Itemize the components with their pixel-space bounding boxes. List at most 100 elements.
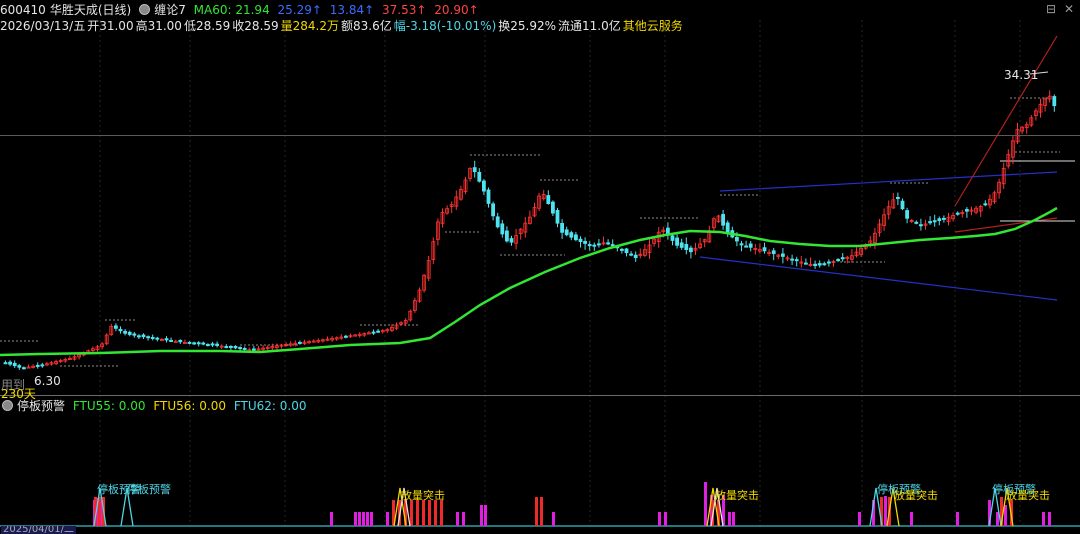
candle-body xyxy=(537,195,541,209)
high-price-label: 34.31 xyxy=(1004,68,1039,82)
candle-body xyxy=(937,218,942,221)
candle-body xyxy=(509,238,514,243)
candle-body xyxy=(882,214,886,226)
candle-body xyxy=(560,222,564,233)
signal-bar xyxy=(366,512,369,526)
red-base-line xyxy=(954,217,1058,233)
candle-body xyxy=(445,208,450,214)
candle-body xyxy=(771,250,776,255)
candle-body xyxy=(371,331,376,334)
indicator-name[interactable]: 缠论7 xyxy=(154,3,186,17)
candle-body xyxy=(376,330,381,333)
candle-body xyxy=(49,362,54,365)
indicator-gear-icon[interactable] xyxy=(139,4,151,15)
candle-body xyxy=(178,339,183,343)
candle-body xyxy=(242,347,247,350)
ma-red-value-2: 20.90↑ xyxy=(434,3,479,17)
stock-name[interactable]: 华胜天成(日线) xyxy=(49,3,132,17)
candle-body xyxy=(141,334,146,338)
signal-peak xyxy=(869,487,883,527)
candle-body xyxy=(597,243,601,246)
candle-body xyxy=(951,214,955,220)
ma60-line xyxy=(0,206,1058,357)
signal-bar-red xyxy=(410,500,413,526)
days-label: 230天 xyxy=(1,387,36,401)
price-divider xyxy=(0,135,1080,136)
candle-body xyxy=(472,167,477,173)
signal-bar-red xyxy=(94,497,97,526)
axis-first-date: 2025/04/01/二 xyxy=(1,526,77,534)
candle-body xyxy=(831,260,836,263)
candle-body xyxy=(357,333,362,336)
signal-bar-red xyxy=(416,500,419,526)
signal-bar-red xyxy=(98,497,101,526)
candle-body xyxy=(679,242,684,248)
signal-bar-red xyxy=(422,500,425,526)
candle-body xyxy=(17,365,22,368)
candle-body xyxy=(518,228,523,235)
candle-body xyxy=(127,331,132,335)
signal-label-4: 放量突击 xyxy=(715,489,759,502)
signal-label-8: 放量突击 xyxy=(1006,489,1050,502)
candle-body xyxy=(551,201,555,214)
candle-body xyxy=(845,256,850,260)
candle-body xyxy=(716,215,721,223)
service-link[interactable]: 其他云服务 xyxy=(622,19,683,33)
candle-body xyxy=(983,203,988,206)
candle-body xyxy=(435,221,440,240)
candle-body xyxy=(822,263,827,266)
signal-bar xyxy=(658,512,661,526)
candle-body xyxy=(955,212,960,215)
candle-body xyxy=(840,257,845,260)
candle-body xyxy=(31,365,36,368)
candle-body xyxy=(873,232,877,244)
candle-body xyxy=(463,179,468,193)
quote-turnover: 换25.92% xyxy=(498,19,557,33)
quote-date: 2026/03/13/五 xyxy=(0,19,86,33)
candle-body xyxy=(68,357,72,360)
quote-high: 高31.00 xyxy=(135,19,182,33)
quote-float: 流通11.0亿 xyxy=(558,19,621,33)
candle-body xyxy=(946,216,951,222)
candle-body xyxy=(422,274,427,291)
candle-body xyxy=(1029,117,1034,126)
close-icon[interactable]: ✕ xyxy=(1064,2,1075,16)
high-marker-arrow xyxy=(1029,71,1049,75)
candle-body xyxy=(228,345,233,348)
candle-body xyxy=(155,337,160,340)
candle-body xyxy=(523,222,528,233)
candle-body xyxy=(988,198,992,206)
candle-body xyxy=(132,333,137,336)
signal-peak xyxy=(1000,487,1014,527)
candle-body xyxy=(150,336,155,339)
sub-chart-title[interactable]: 停板预警 xyxy=(17,399,66,413)
candle-body xyxy=(58,360,63,363)
candle-body xyxy=(72,356,77,360)
candle-body xyxy=(643,249,647,256)
candle-body xyxy=(284,344,289,347)
candle-body xyxy=(77,354,81,358)
candle-body xyxy=(408,310,413,321)
sub-gear-icon[interactable] xyxy=(2,400,13,411)
signal-peak xyxy=(120,487,134,527)
candle-body xyxy=(114,325,118,329)
candle-body xyxy=(486,189,491,204)
candle-body xyxy=(412,300,417,311)
signal-label-6: 放量突击 xyxy=(894,489,938,502)
candle-body xyxy=(21,367,26,370)
ftu56-value: FTU56: 0.00 xyxy=(153,399,226,413)
signal-bar xyxy=(956,512,959,526)
candle-body xyxy=(146,336,151,339)
candle-body xyxy=(905,210,909,219)
candle-body xyxy=(403,319,408,324)
signal-bar-red xyxy=(434,500,437,526)
restore-icon[interactable]: ⊟ xyxy=(1046,2,1057,16)
candle-body xyxy=(169,339,174,342)
signal-bar-red xyxy=(428,500,431,526)
candle-body xyxy=(449,204,454,207)
candle-body xyxy=(965,209,969,212)
signal-bar xyxy=(386,512,389,526)
candle-body xyxy=(297,341,302,344)
candle-body xyxy=(123,330,127,334)
